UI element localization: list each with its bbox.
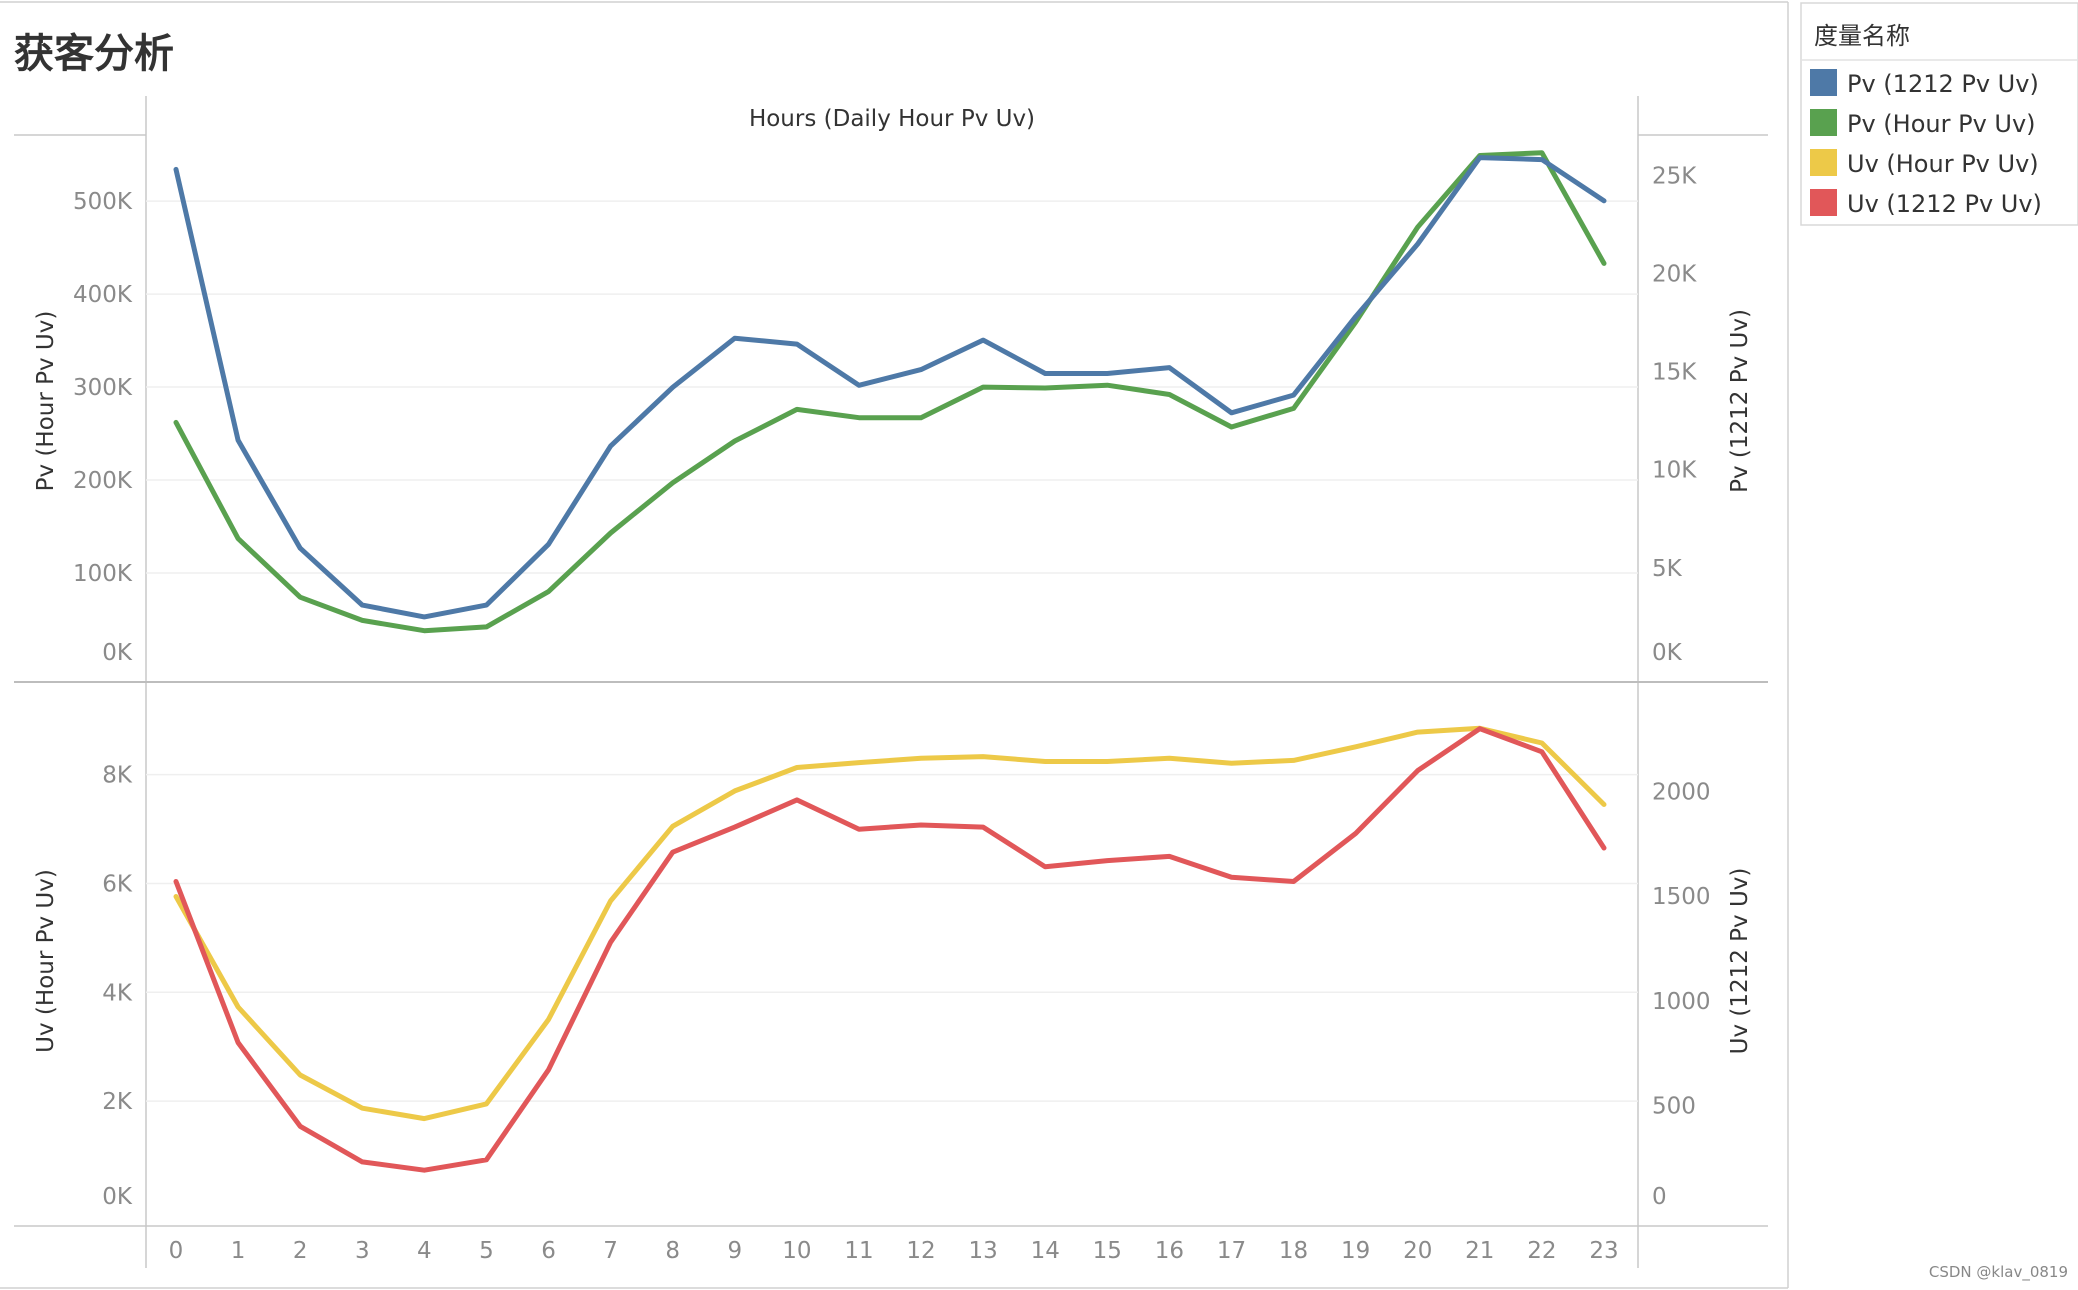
series-line-uv-hour-pv-uv <box>173 725 1607 1122</box>
legend-swatch <box>1810 109 1837 136</box>
pv-left-tick-label: 300K <box>73 375 133 401</box>
x-tick-label: 10 <box>782 1238 811 1264</box>
watermark: CSDN @klav_0819 <box>1929 1263 2068 1282</box>
x-tick-label: 6 <box>541 1238 556 1264</box>
legend-swatch <box>1810 149 1837 176</box>
pv-left-axis-title: Pv (Hour Pv Uv) <box>33 311 59 492</box>
pv-left-tick-label: 400K <box>73 282 133 308</box>
legend-box <box>1800 2 2078 226</box>
legend-swatch <box>1810 189 1837 216</box>
pv-right-tick-label: 5K <box>1652 556 1683 582</box>
pv-right-tick-label: 10K <box>1652 458 1697 484</box>
column-header: Hours (Daily Hour Pv Uv) <box>749 106 1035 132</box>
pv-left-tick-label: 0K <box>102 640 133 666</box>
x-tick-label: 20 <box>1403 1238 1432 1264</box>
pv-left-tick-label: 200K <box>73 468 133 494</box>
legend-item-label: Pv (1212 Pv Uv) <box>1847 70 2039 98</box>
uv-right-axis-title: Uv (1212 Pv Uv) <box>1727 868 1753 1055</box>
x-tick-label: 17 <box>1217 1238 1246 1264</box>
x-tick-label: 16 <box>1155 1238 1184 1264</box>
x-tick-label: 4 <box>417 1238 432 1264</box>
x-tick-label: 15 <box>1093 1238 1122 1264</box>
legend-swatch <box>1810 69 1837 96</box>
uv-right-tick-label: 2000 <box>1652 780 1711 806</box>
x-tick-label: 14 <box>1031 1238 1060 1264</box>
pv-right-tick-label: 20K <box>1652 261 1697 287</box>
legend-title: 度量名称 <box>1814 22 1910 50</box>
x-tick-label: 9 <box>727 1238 742 1264</box>
x-tick-label: 19 <box>1341 1238 1370 1264</box>
chart-frame <box>0 1 1789 1289</box>
uv-left-tick-label: 8K <box>102 763 133 789</box>
pv-right-axis-title: Pv (1212 Pv Uv) <box>1727 309 1753 493</box>
pv-right-tick-label: 15K <box>1652 360 1697 386</box>
x-tick-label: 13 <box>968 1238 997 1264</box>
x-tick-label: 8 <box>665 1238 680 1264</box>
x-tick-label: 11 <box>844 1238 873 1264</box>
x-tick-label: 1 <box>231 1238 246 1264</box>
pv-left-tick-label: 100K <box>73 561 133 587</box>
uv-right-tick-label: 1000 <box>1652 989 1711 1015</box>
x-tick-label: 21 <box>1465 1238 1494 1264</box>
legend-item-label: Uv (1212 Pv Uv) <box>1847 190 2042 218</box>
uv-left-tick-label: 6K <box>102 871 133 897</box>
x-tick-label: 3 <box>355 1238 370 1264</box>
uv-left-tick-label: 0K <box>102 1184 133 1210</box>
page-title: 获客分析 <box>14 31 174 77</box>
pv-panel: 0K 100K 200K 300K 400K 500K 0K 5K 10K 15K 20K 25K Pv… <box>33 150 1753 666</box>
series-line-pv-hour-pv-uv <box>173 150 1607 634</box>
legend-item-label: Pv (Hour Pv Uv) <box>1847 110 2036 138</box>
x-tick-label: 0 <box>169 1238 184 1264</box>
x-tick-label: 5 <box>479 1238 494 1264</box>
legend-item-label: Uv (Hour Pv Uv) <box>1847 150 2039 178</box>
x-tick-label: 12 <box>906 1238 935 1264</box>
uv-right-tick-label: 1500 <box>1652 884 1711 910</box>
legend: 度量名称 Pv (1212 Pv Uv) Pv (Hour Pv Uv) Uv (H… <box>1800 2 2078 226</box>
uv-left-axis-title: Uv (Hour Pv Uv) <box>33 869 59 1053</box>
pv-right-tick-label: 25K <box>1652 163 1697 189</box>
x-tick-label: 2 <box>293 1238 308 1264</box>
x-axis: 0 1 2 3 4 5 6 7 8 9 10 11 12 13 14 15 16 17 18 19 20 21 22 23 <box>169 1238 1619 1264</box>
uv-panel: 0K 2K 4K 6K 8K 0 500 1000 1500 2000 Uv (Hour Pv Uv… <box>33 725 1753 1210</box>
x-tick-label: 18 <box>1279 1238 1308 1264</box>
x-tick-label: 23 <box>1589 1238 1618 1264</box>
pv-right-tick-label: 0K <box>1652 640 1683 666</box>
series-line-uv-1212-pv-uv <box>173 726 1607 1173</box>
uv-right-tick-label: 500 <box>1652 1093 1696 1119</box>
series-line-pv-1212-pv-uv <box>173 155 1607 620</box>
x-tick-label: 7 <box>603 1238 618 1264</box>
x-tick-label: 22 <box>1527 1238 1556 1264</box>
pv-left-tick-label: 500K <box>73 189 133 215</box>
uv-left-tick-label: 2K <box>102 1089 133 1115</box>
uv-left-tick-label: 4K <box>102 980 133 1006</box>
uv-right-tick-label: 0 <box>1652 1184 1667 1210</box>
